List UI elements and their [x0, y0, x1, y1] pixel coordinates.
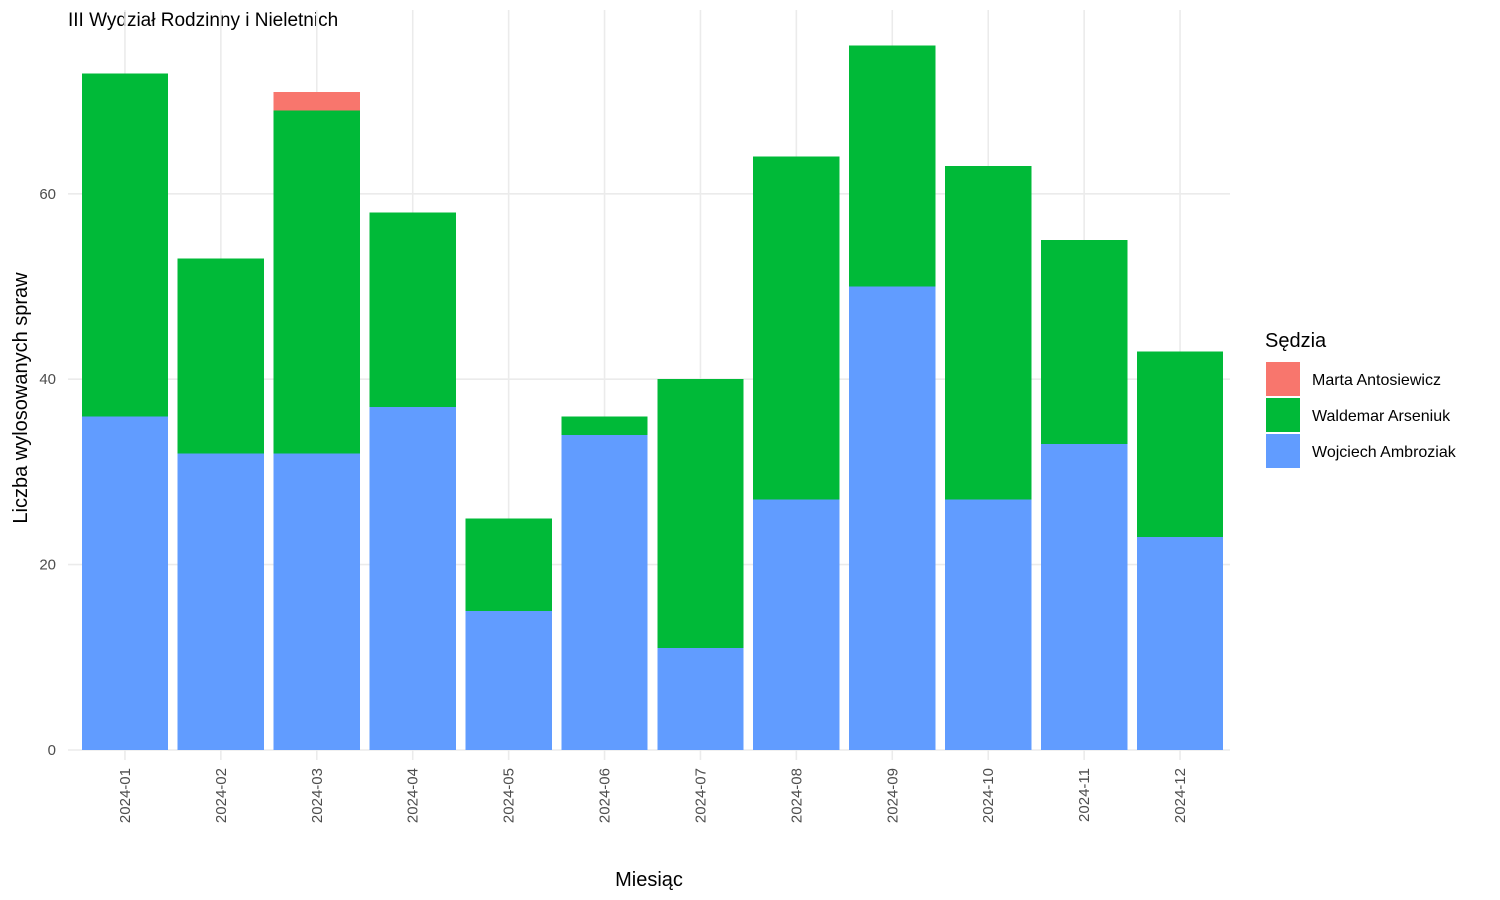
x-tick-label: 2024-11 [1076, 768, 1093, 822]
legend: Sędzia Marta Antosiewicz Waldemar Arseniu… [1265, 330, 1457, 468]
legend-label: Wojciech Ambroziak [1312, 444, 1457, 461]
bar-segment [1136, 536, 1224, 750]
x-tick-label: 2024-03 [309, 768, 326, 823]
bar-segment [273, 91, 360, 111]
legend-title: Sędzia [1265, 330, 1327, 352]
y-axis-ticks: 0 20 40 60 [39, 186, 56, 759]
legend-label: Marta Antosiewicz [1312, 372, 1441, 389]
y-tick-label: 20 [39, 557, 56, 574]
bar-segment [273, 453, 360, 750]
bars [81, 45, 1224, 750]
bar-segment [945, 165, 1032, 500]
bar-segment [369, 407, 456, 750]
bar-segment [1040, 444, 1128, 750]
x-tick-label: 2024-09 [884, 768, 901, 823]
bar-segment [177, 258, 265, 454]
legend-swatch [1266, 362, 1300, 396]
bar-segment [465, 518, 552, 611]
bar-segment [465, 610, 552, 750]
bar-segment [945, 499, 1032, 750]
x-tick-label: 2024-08 [788, 768, 805, 823]
bar-segment [1136, 351, 1224, 537]
bar-segment [753, 499, 840, 750]
x-tick-label: 2024-01 [117, 768, 134, 823]
legend-label: Waldemar Arseniuk [1312, 408, 1451, 425]
x-tick-label: 2024-06 [597, 768, 614, 823]
legend-swatch [1266, 398, 1300, 432]
bar-segment [1040, 240, 1128, 445]
bar-segment [273, 110, 360, 454]
x-tick-label: 2024-12 [1172, 768, 1189, 823]
bar-segment [177, 453, 265, 750]
y-tick-label: 0 [48, 742, 56, 759]
x-tick-label: 2024-02 [213, 768, 230, 823]
bar-segment [561, 434, 648, 750]
x-tick-label: 2024-10 [980, 768, 997, 823]
y-tick-label: 60 [39, 186, 56, 203]
bar-segment [849, 45, 936, 287]
y-axis-title: Liczba wylosowanych spraw [10, 272, 32, 524]
bar-segment [657, 379, 744, 649]
x-tick-label: 2024-07 [692, 768, 709, 823]
bar-segment [81, 416, 169, 750]
legend-swatch [1266, 434, 1300, 468]
x-axis-title: Miesiąc [615, 869, 683, 891]
bar-segment [81, 73, 169, 417]
x-tick-label: 2024-04 [405, 768, 422, 823]
x-axis-ticks: 2024-01 2024-02 2024-03 2024-04 2024-05 2024-… [117, 768, 1189, 823]
chart-title: III Wydział Rodzinny i Nieletnich [68, 10, 338, 31]
bar-segment [369, 212, 456, 408]
x-tick-label: 2024-05 [501, 768, 518, 823]
bar-segment [657, 648, 744, 750]
y-tick-label: 40 [39, 371, 56, 388]
bar-segment [849, 286, 936, 750]
bar-segment [753, 156, 840, 500]
bar-segment [561, 416, 648, 435]
